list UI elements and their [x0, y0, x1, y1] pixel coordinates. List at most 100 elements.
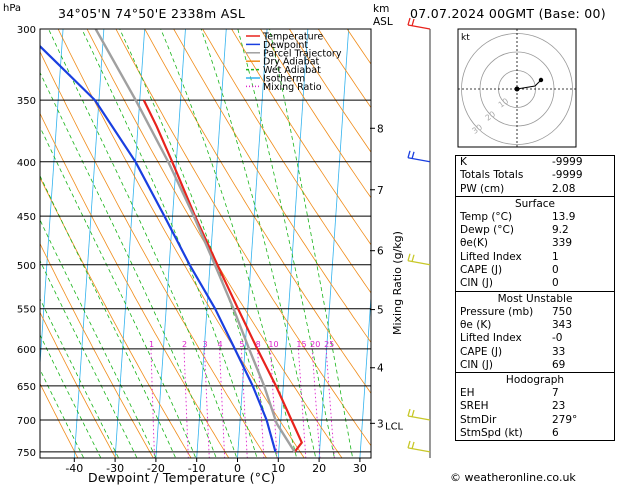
index-value: 279°: [552, 413, 578, 426]
wind-barb: [407, 150, 431, 163]
index-row: SREH 23: [456, 400, 614, 413]
series-parcel-trajectory: [94, 29, 296, 453]
isobar-lines: [40, 29, 371, 453]
dry-adiabat-line: [260, 29, 371, 199]
hodograph-title: Hodograph: [505, 374, 565, 387]
index-value: 339: [552, 237, 573, 250]
index-value: 1: [552, 250, 559, 263]
altitude-tick-label: 6: [377, 246, 384, 258]
series-dewpoint: [40, 44, 277, 453]
index-row: StmSpd (kt) 6: [456, 427, 614, 440]
index-row: θe (K) 343: [456, 319, 614, 332]
isotherm-line: [0, 29, 22, 458]
wind-barbs: [407, 17, 431, 458]
barb-staff: [407, 260, 431, 266]
location-title: 34°05'N 74°50'E 2338m ASL: [58, 6, 246, 21]
dry-adiabat-line: [40, 176, 192, 458]
wet-adiabat-line: [40, 71, 217, 458]
index-key: CAPE (J): [460, 345, 503, 358]
barb-flag: [411, 409, 415, 418]
pressure-tick-label: 350: [17, 96, 36, 107]
legend-label: Dry Adiabat: [263, 57, 320, 68]
index-key: CIN (J): [460, 358, 493, 371]
barb-flag: [411, 441, 415, 450]
km-unit-label: km: [373, 3, 390, 15]
barb-flag: [411, 254, 415, 262]
index-row: Lifted Index -0: [456, 332, 614, 345]
index-key: EH: [460, 387, 475, 400]
mixing-ratio-label: 10: [268, 340, 278, 349]
dry-adiabat-line: [40, 242, 154, 458]
index-row: CAPE (J) 0: [456, 264, 614, 277]
mixing-ratio-label: 5: [239, 340, 244, 349]
wind-barb: [407, 408, 431, 421]
mixing-ratio-line: [297, 348, 307, 458]
index-row: Temp (°C) 13.9: [456, 211, 614, 224]
index-row: PW (cm) 2.08: [456, 183, 614, 196]
barb-flag: [411, 18, 415, 27]
pressure-tick-label: 550: [17, 305, 36, 316]
index-key: θe(K): [460, 237, 488, 250]
index-key: CIN (J): [460, 277, 493, 290]
pressure-tick-label: 700: [17, 416, 36, 427]
indices-panel: K -9999 Totals Totals -9999 PW (cm) 2.08 Su…: [455, 155, 615, 442]
index-row: Lifted Index 1: [456, 251, 614, 264]
dry-adiabat-line: [86, 29, 343, 458]
index-key: Temp (°C): [460, 210, 513, 223]
index-key: Lifted Index: [460, 332, 522, 345]
index-key: Dewp (°C): [460, 224, 514, 237]
dry-adiabat-line: [115, 29, 371, 447]
legend-label: Isotherm: [263, 74, 305, 85]
barb-staff: [407, 24, 431, 30]
x-axis-label: Dewpoint / Temperature (°C): [88, 470, 276, 485]
mixing-ratio-label: 8: [256, 340, 261, 349]
valid-time: 07.07.2024 00GMT (Base: 00): [410, 6, 606, 21]
x-tick-label: 30: [353, 462, 367, 475]
index-value: 0: [552, 264, 559, 277]
index-key: StmSpd (kt): [460, 427, 523, 440]
wind-barb: [407, 17, 431, 30]
isotherm-line: [318, 29, 350, 458]
mixing-ratio-label: 15: [296, 340, 306, 349]
asl-unit-label: ASL: [373, 16, 393, 28]
dry-adiabat-line: [289, 29, 371, 153]
index-row: CAPE (J) 33: [456, 346, 614, 359]
pressure-tick-label: 750: [17, 448, 36, 459]
mixing-ratio-line: [183, 348, 189, 458]
index-row: CIN (J) 69: [456, 359, 614, 372]
index-row: Dewp (°C) 9.2: [456, 224, 614, 237]
index-value: -9999: [552, 156, 583, 168]
mixing-ratio-label: 2: [182, 340, 187, 349]
mixing-ratio-label: 20: [310, 340, 320, 349]
dry-adiabat-line: [144, 29, 371, 395]
dry-adiabat-line: [40, 382, 79, 458]
isotherm-line: [114, 29, 146, 458]
index-value: 69: [552, 358, 566, 371]
isotherm-line: [40, 29, 64, 370]
mixing-ratio-line: [219, 348, 226, 458]
index-value: 33: [552, 345, 566, 358]
isotherm-line: [359, 291, 371, 458]
index-row: Pressure (mb) 750: [456, 306, 614, 319]
index-row: Totals Totals -9999: [456, 169, 614, 182]
wet-adiabat-line: [40, 219, 157, 458]
most-unstable-title: Most Unstable: [497, 292, 573, 305]
dry-adiabat-line: [231, 29, 371, 246]
index-value: 13.9: [552, 210, 576, 223]
wet-adiabat-line: [40, 259, 138, 458]
altitude-tick-label: 4: [377, 363, 384, 375]
index-row: StmDir 279°: [456, 414, 614, 427]
isotherm-line: [277, 29, 309, 458]
legend-label: Temperature: [262, 32, 323, 43]
wet-adiabat-line: [81, 29, 258, 458]
mixing-ratio-label: 1: [149, 340, 154, 349]
copyright: © weatheronline.co.uk: [450, 471, 576, 484]
wind-barb: [407, 253, 431, 266]
legend-label: Mixing Ratio: [263, 82, 322, 93]
mixing-ratio-line: [325, 348, 335, 458]
x-tick-label: 20: [312, 462, 326, 475]
hodograph-storm-point: [538, 77, 544, 83]
dry-adiabat-line: [40, 311, 117, 458]
